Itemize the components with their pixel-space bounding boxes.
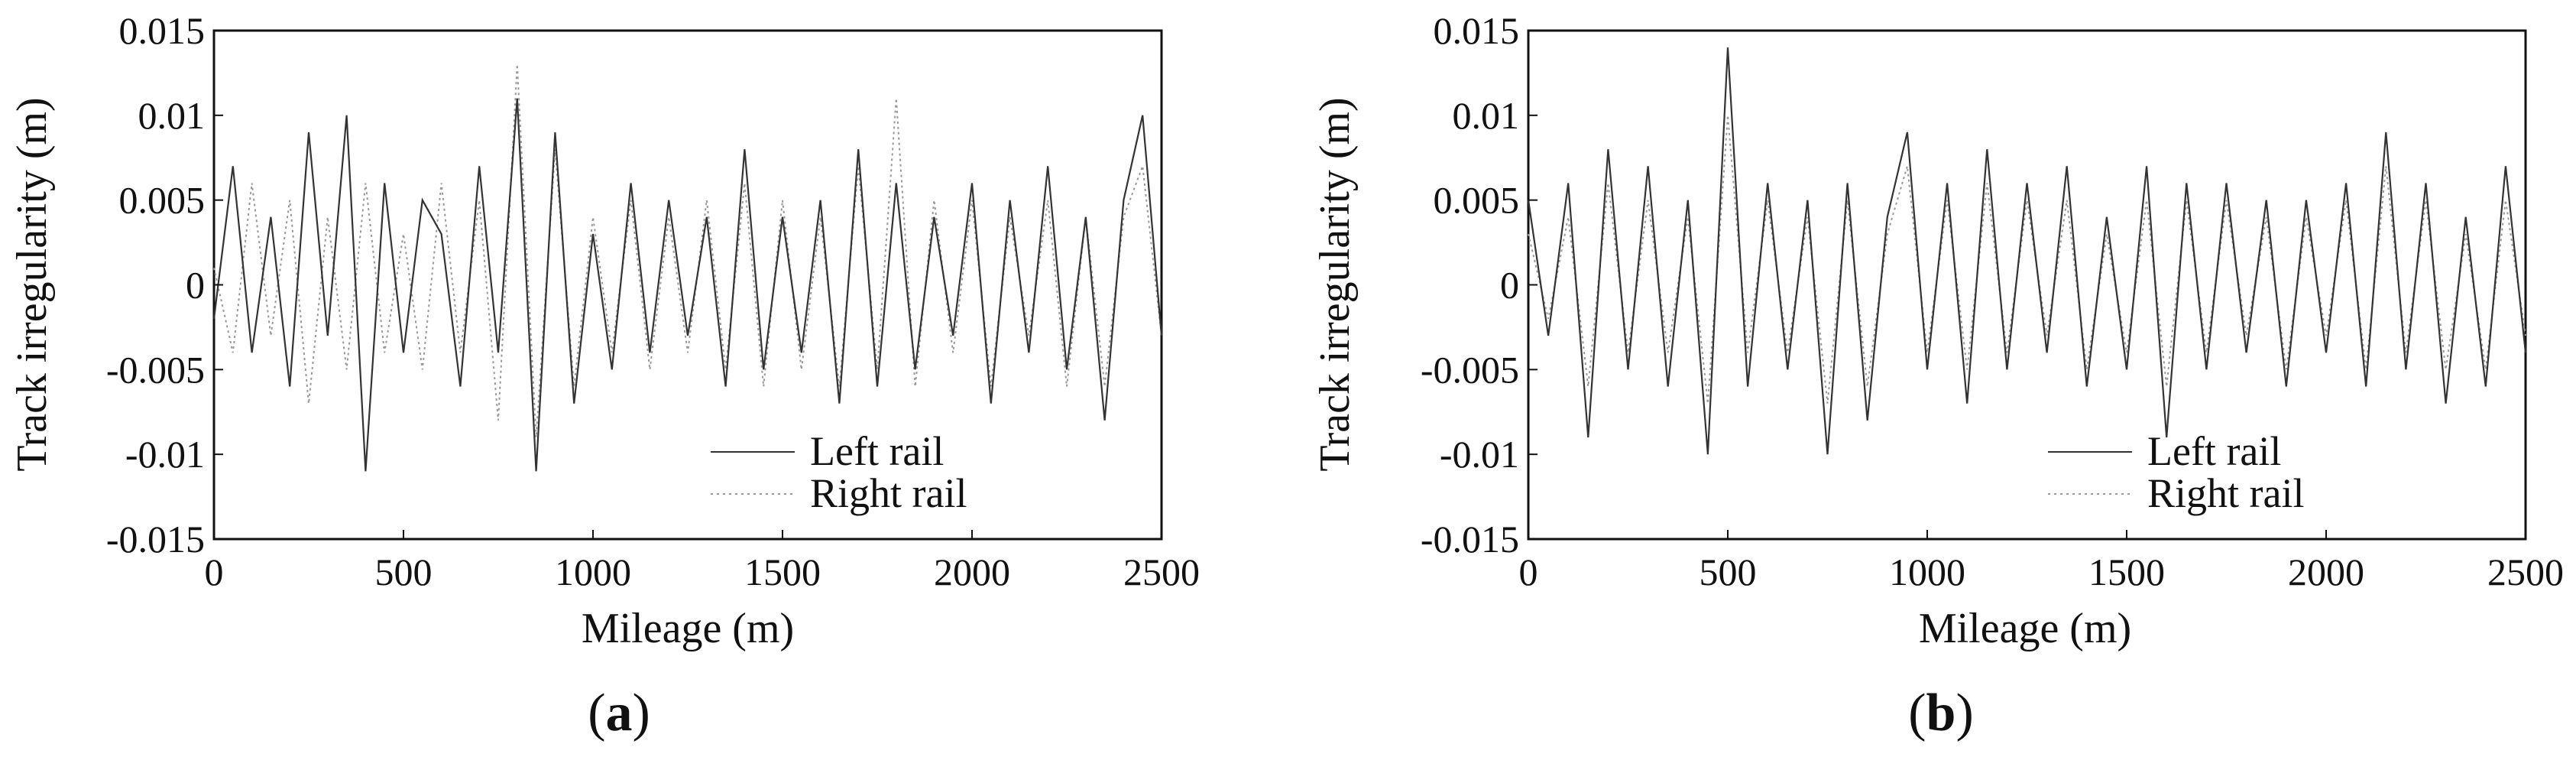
series-layer (1527, 47, 2527, 455)
caption-b: (b) (1908, 684, 1974, 742)
x-tick-label: 1500 (744, 551, 821, 593)
left-rail-line (212, 98, 1163, 472)
y-axis-label: Track irregularity (m) (1311, 97, 1359, 471)
y-tick-label: -0.005 (106, 348, 205, 391)
y-tick-label: -0.01 (125, 433, 205, 476)
y-tick-label: -0.015 (1421, 518, 1519, 560)
x-tick-label: 1000 (1889, 551, 1965, 593)
caption-letter: a (606, 684, 633, 742)
caption-letter: b (1926, 684, 1956, 742)
x-tick-labels: 0 500 1000 1500 2000 2500 (1519, 530, 2564, 593)
y-tick-label: 0.015 (1434, 9, 1520, 52)
x-tick-labels: 0 500 1000 1500 2000 2500 (205, 530, 1200, 593)
y-tick-label: -0.015 (106, 518, 205, 560)
x-tick-label: 500 (375, 551, 433, 593)
legend-label-right-rail: Right rail (2147, 470, 2304, 516)
plot-area-frame (1527, 29, 2527, 541)
panel-b: -0.015 -0.01 -0.005 0 0.005 0.01 0.015 0 500 100… (1311, 9, 2564, 742)
y-tick-label: -0.01 (1440, 433, 1519, 476)
legend: Left rail Right rail (2048, 428, 2304, 516)
legend-label-right-rail: Right rail (810, 470, 967, 516)
y-tick-label: 0.005 (1434, 179, 1520, 222)
x-tick-label: 2500 (1123, 551, 1200, 593)
x-tick-label: 500 (1700, 551, 1757, 593)
x-tick-label: 2500 (2487, 551, 2564, 593)
y-tick-labels: -0.015 -0.01 -0.005 0 0.005 0.01 0.015 (1421, 9, 1537, 560)
y-tick-label: 0.015 (119, 9, 206, 52)
series-layer (212, 64, 1163, 472)
caption-a: (a) (588, 684, 650, 742)
panel-a: -0.015 -0.01 -0.005 0 0.005 0.01 0.015 0 500 100… (8, 9, 1200, 742)
legend-label-left-rail: Left rail (2147, 428, 2281, 474)
x-tick-label: 0 (205, 551, 224, 593)
y-tick-label: 0.01 (1453, 94, 1520, 137)
y-tick-label: 0.005 (119, 179, 206, 222)
legend: Left rail Right rail (711, 428, 967, 516)
y-tick-labels: -0.015 -0.01 -0.005 0 0.005 0.01 0.015 (106, 9, 223, 560)
y-tick-label: 0 (1500, 264, 1519, 307)
right-rail-line (213, 64, 1162, 438)
y-tick-label: 0 (186, 264, 205, 307)
x-tick-label: 0 (1519, 551, 1538, 593)
x-tick-label: 1000 (555, 551, 631, 593)
y-axis-label: Track irregularity (m) (8, 97, 56, 471)
left-rail-line (1527, 47, 2527, 455)
y-tick-label: -0.005 (1421, 348, 1519, 391)
y-tick-label: 0.01 (138, 94, 206, 137)
x-tick-label: 2000 (2288, 551, 2364, 593)
x-axis-label: Mileage (m) (582, 605, 794, 652)
x-tick-label: 2000 (934, 551, 1010, 593)
legend-label-left-rail: Left rail (810, 428, 944, 474)
x-axis-label: Mileage (m) (1919, 605, 2131, 652)
x-tick-label: 1500 (2088, 551, 2165, 593)
